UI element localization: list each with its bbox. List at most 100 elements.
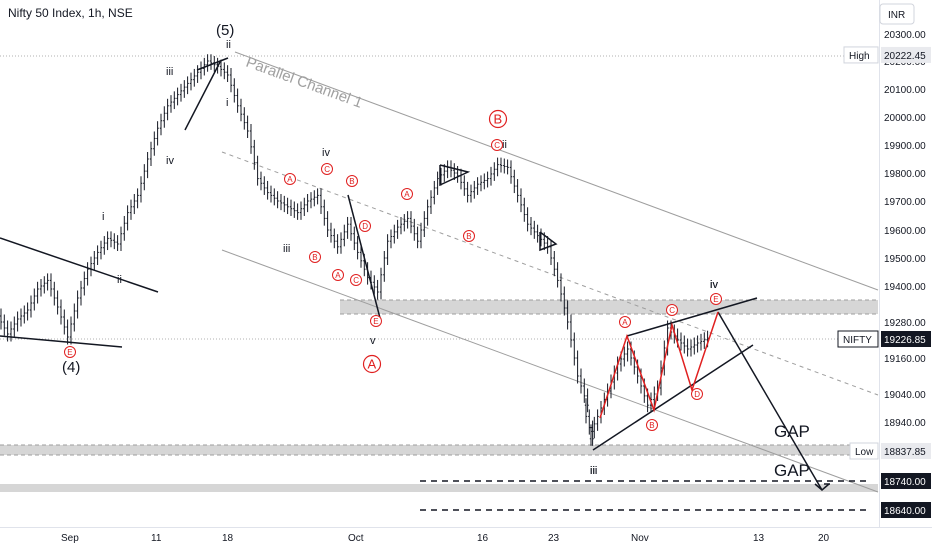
- x-tick-label: 16: [477, 533, 489, 544]
- currency-button[interactable]: [879, 3, 915, 25]
- svg-text:iv: iv: [710, 279, 718, 291]
- candle: [16, 311, 19, 332]
- candles: [0, 54, 709, 446]
- candle: [39, 279, 43, 297]
- candle: [553, 251, 556, 277]
- candle: [653, 386, 656, 407]
- candle: [63, 309, 66, 335]
- wave-zigzag: [599, 311, 719, 419]
- y-tick-label: 19400.00: [884, 282, 926, 293]
- x-tick-label: 13: [753, 533, 765, 544]
- candle: [623, 346, 626, 367]
- y-tick-label: 18940.00: [884, 418, 926, 429]
- x-tick-label: 20: [818, 533, 830, 544]
- candle: [313, 190, 316, 207]
- candle: [19, 308, 23, 327]
- candle: [296, 203, 299, 220]
- candle: [283, 195, 286, 213]
- price-tag-label: Low: [855, 447, 874, 458]
- circled-label: A: [401, 188, 413, 200]
- candle: [236, 88, 239, 113]
- circled-label-text: E: [67, 348, 72, 357]
- candle: [249, 124, 253, 154]
- circled-label-text: A: [335, 271, 341, 280]
- svg-text:iii: iii: [590, 465, 597, 477]
- candle: [126, 205, 129, 231]
- svg-text:(5): (5): [216, 22, 234, 39]
- candle: [123, 215, 126, 241]
- candle: [209, 54, 213, 70]
- trendlines[interactable]: [0, 57, 830, 491]
- candle: [3, 314, 6, 336]
- candle: [293, 201, 296, 218]
- candle: [276, 191, 279, 209]
- candle: [699, 333, 703, 351]
- candle: [536, 224, 539, 243]
- circled-label: E: [64, 346, 76, 358]
- candle: [409, 211, 413, 234]
- candle: [159, 113, 163, 136]
- wave-labels: (5) (4) iii iv i ii i ii iv iii v iii iv…: [62, 22, 718, 477]
- circled-label: E: [370, 315, 382, 327]
- currency-label: INR: [888, 10, 905, 21]
- candle: [46, 273, 49, 291]
- big-circled-label: A: [362, 354, 382, 374]
- candle: [683, 335, 686, 354]
- candle: [516, 179, 519, 203]
- x-tick-label: Nov: [631, 533, 649, 544]
- candle: [299, 201, 303, 220]
- candle: [373, 275, 376, 295]
- candle: [233, 78, 236, 103]
- parallel-channel[interactable]: [221, 51, 879, 493]
- candle: [199, 61, 203, 80]
- candle: [69, 316, 73, 345]
- candle: [423, 211, 426, 237]
- circled-label-text: A: [404, 190, 410, 199]
- candle: [189, 72, 193, 91]
- candle: [256, 155, 259, 186]
- candle: [36, 281, 39, 304]
- candle: [569, 314, 573, 348]
- candle: [253, 139, 256, 170]
- big-circled-label-text: B: [494, 112, 503, 127]
- candle: [483, 173, 486, 190]
- candle: [103, 236, 106, 255]
- price-axis[interactable]: [880, 0, 932, 528]
- candle: [106, 231, 109, 251]
- candle: [496, 157, 499, 177]
- candle: [73, 303, 76, 332]
- x-axis-ticks: Sep 11 18 Oct 16 23 Nov 13 20: [61, 533, 830, 544]
- candle: [479, 175, 483, 192]
- svg-text:iv: iv: [322, 147, 330, 159]
- gap-label-upper: GAP: [774, 422, 810, 441]
- candle: [129, 199, 133, 220]
- circled-label: B: [346, 175, 358, 187]
- candle: [6, 320, 9, 342]
- candle: [133, 194, 136, 215]
- candle: [591, 420, 594, 446]
- svg-text:iii: iii: [590, 465, 597, 477]
- candle: [353, 226, 356, 251]
- candle: [513, 169, 516, 194]
- circled-label-text: A: [287, 175, 293, 184]
- big-circled-label: B: [488, 109, 508, 129]
- candle: [503, 158, 506, 174]
- candle: [433, 180, 436, 205]
- circled-label: B: [309, 251, 321, 263]
- candle: [556, 262, 559, 288]
- price-tag-value: 18740.00: [884, 477, 926, 488]
- resistance-zone: [340, 300, 878, 314]
- price-tag: NIFTY 19226.85: [837, 330, 931, 348]
- candle: [149, 141, 153, 166]
- circled-label: A: [619, 316, 631, 328]
- circled-label-text: C: [669, 306, 675, 315]
- candle: [169, 95, 173, 113]
- candle: [359, 245, 363, 268]
- candle: [229, 68, 233, 93]
- candle: [43, 276, 46, 294]
- candle: [263, 176, 266, 195]
- candle: [486, 171, 489, 188]
- candle: [429, 190, 433, 215]
- candle: [339, 232, 343, 254]
